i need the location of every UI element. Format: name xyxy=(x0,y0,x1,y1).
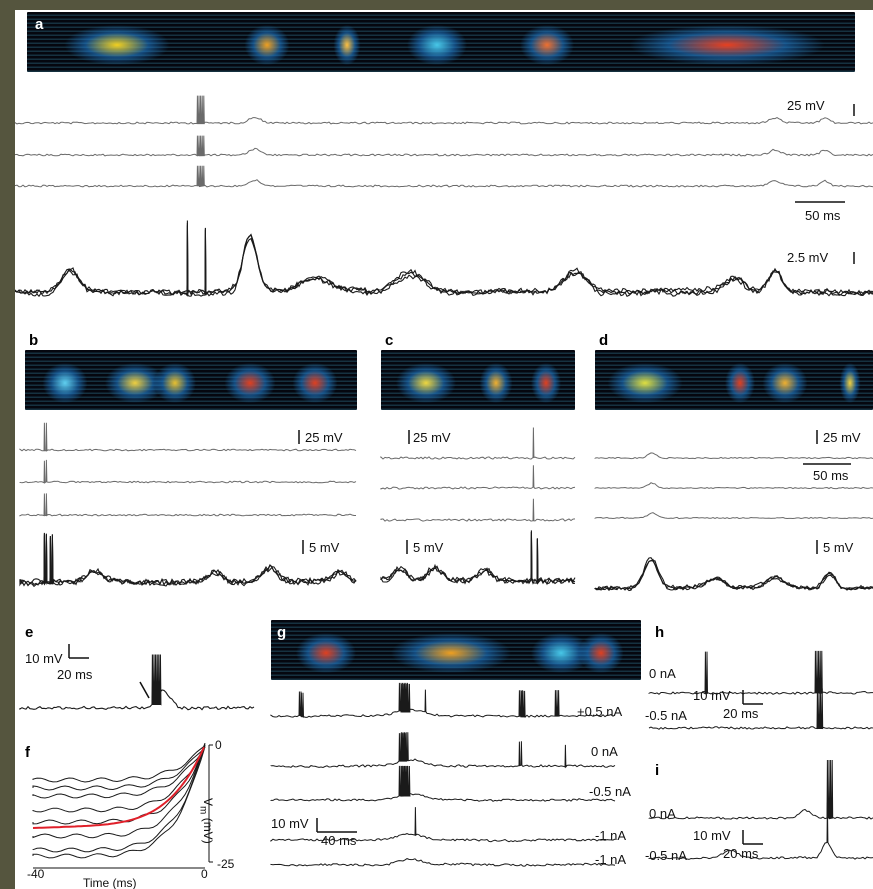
spectrogram-a xyxy=(27,12,855,72)
scale-h-t: 20 ms xyxy=(723,706,759,721)
f-curve-0 xyxy=(32,745,206,783)
trace-b3 xyxy=(19,493,356,517)
f-axes xyxy=(33,744,213,869)
f-curve-4 xyxy=(32,743,206,825)
trace-e xyxy=(19,654,255,711)
g-current-3: -1 nA xyxy=(595,828,627,843)
spectrogram-b xyxy=(25,350,357,410)
f-xlabel: Time (ms) xyxy=(83,876,137,889)
scale-c-v1: 25 mV xyxy=(413,430,451,445)
i-current-1: -0.5 nA xyxy=(645,848,687,863)
scale-a-v1: 25 mV xyxy=(787,98,825,113)
spectrogram-g xyxy=(271,620,641,680)
trace-g-4 xyxy=(270,858,616,867)
panel-label-e: e xyxy=(25,624,34,641)
trace-b2 xyxy=(19,459,357,484)
scale-b-v1: 25 mV xyxy=(305,430,343,445)
f-curve-6 xyxy=(32,744,206,853)
trace-i-1 xyxy=(648,802,873,860)
panel-label-f: f xyxy=(25,744,30,761)
f-curve-3 xyxy=(32,744,206,813)
h-current-1: -0.5 nA xyxy=(645,708,687,723)
f-curve-5 xyxy=(32,743,206,839)
trace-a2 xyxy=(15,135,873,157)
g-current-4: -1 nA xyxy=(595,852,627,867)
trace-d-sub-0 xyxy=(594,558,873,592)
panel-label-d: d xyxy=(599,332,609,349)
panel-label-h: h xyxy=(655,624,665,641)
trace-c1 xyxy=(380,427,576,460)
trace-c3 xyxy=(380,498,576,522)
scale-d-t: 50 ms xyxy=(813,468,849,483)
trace-d2 xyxy=(594,482,873,490)
panel-label-a: a xyxy=(35,16,44,33)
panel-label-g: g xyxy=(277,624,287,641)
scale-c-v2: 5 mV xyxy=(413,540,444,555)
trace-b1 xyxy=(19,422,357,452)
f-xtick-0: 0 xyxy=(201,867,208,881)
trace-c2 xyxy=(380,465,576,490)
voltage-traces xyxy=(15,95,873,869)
trace-c-sub-1 xyxy=(380,530,576,586)
trace-b-sub-1 xyxy=(19,533,357,587)
spectrogram-d xyxy=(595,350,873,410)
trace-a-sub-2 xyxy=(15,220,873,297)
g-current-2: -0.5 nA xyxy=(589,784,631,799)
trace-d1 xyxy=(594,452,873,460)
scale-b-v2: 5 mV xyxy=(309,540,340,555)
f-curve-7 xyxy=(32,746,206,859)
trace-h-1 xyxy=(648,688,873,730)
f-xtick-neg40: -40 xyxy=(27,867,45,881)
f-ytick-0: 0 xyxy=(215,738,222,752)
scale-i-v: 10 mV xyxy=(693,828,731,843)
trace-d3 xyxy=(594,512,873,520)
scale-d-v1: 25 mV xyxy=(823,430,861,445)
scale-a-t: 50 ms xyxy=(805,208,841,223)
f-curve-1 xyxy=(32,746,206,791)
trace-i-0 xyxy=(648,760,873,820)
f-curve-2 xyxy=(32,746,206,799)
trace-b-sub-0 xyxy=(19,533,357,587)
scale-e-v: 10 mV xyxy=(25,651,63,666)
scale-e-t: 20 ms xyxy=(57,667,93,682)
trace-g-0 xyxy=(270,682,616,719)
trace-d-sub-2 xyxy=(594,557,873,591)
trace-a3 xyxy=(15,165,873,188)
trace-d-sub-1 xyxy=(594,560,873,592)
trace-g-2 xyxy=(270,765,616,802)
panel-label-b: b xyxy=(29,332,39,349)
scale-a-v2: 2.5 mV xyxy=(787,250,829,265)
panel-label-i: i xyxy=(655,762,660,779)
trace-h-0 xyxy=(648,650,873,695)
f-curve-mean xyxy=(32,746,205,829)
figure: a 25 mV 50 ms 2.5 mV b 25 mV 5 mV c 25 m… xyxy=(15,10,873,889)
trace-g-3 xyxy=(270,807,616,843)
trace-a-sub-0 xyxy=(15,222,873,297)
panel-label-c: c xyxy=(385,332,394,349)
spectrogram-c xyxy=(381,350,575,410)
trace-b-sub-2 xyxy=(19,532,357,588)
f-ytick-neg25: -25 xyxy=(217,857,235,871)
scale-g-v: 10 mV xyxy=(271,816,309,831)
trace-c-sub-2 xyxy=(380,532,576,585)
g-current-1: 0 nA xyxy=(591,744,618,759)
arrow-e xyxy=(139,681,150,699)
trace-a1 xyxy=(15,95,873,125)
scale-d-v2: 5 mV xyxy=(823,540,854,555)
trace-g-1 xyxy=(270,732,616,769)
h-current-0: 0 nA xyxy=(649,666,676,681)
